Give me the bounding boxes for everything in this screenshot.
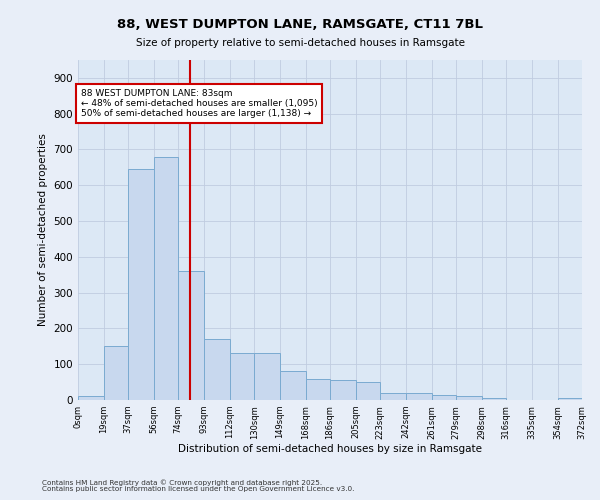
Bar xyxy=(104,346,128,400)
Bar xyxy=(204,339,230,400)
Bar xyxy=(280,372,305,400)
Bar xyxy=(557,398,582,400)
Bar xyxy=(431,394,456,400)
Bar xyxy=(406,393,431,400)
Bar xyxy=(128,169,154,400)
Text: Size of property relative to semi-detached houses in Ramsgate: Size of property relative to semi-detach… xyxy=(136,38,464,48)
Bar xyxy=(78,396,104,400)
Bar xyxy=(230,354,254,400)
Bar xyxy=(380,393,406,400)
Bar xyxy=(154,156,178,400)
Bar xyxy=(456,396,482,400)
Text: 88 WEST DUMPTON LANE: 83sqm
← 48% of semi-detached houses are smaller (1,095)
50: 88 WEST DUMPTON LANE: 83sqm ← 48% of sem… xyxy=(81,88,317,118)
Bar xyxy=(305,378,330,400)
Bar xyxy=(330,380,356,400)
Text: Contains HM Land Registry data © Crown copyright and database right 2025.
Contai: Contains HM Land Registry data © Crown c… xyxy=(42,479,355,492)
Y-axis label: Number of semi-detached properties: Number of semi-detached properties xyxy=(38,134,48,326)
Bar xyxy=(356,382,380,400)
X-axis label: Distribution of semi-detached houses by size in Ramsgate: Distribution of semi-detached houses by … xyxy=(178,444,482,454)
Bar xyxy=(482,398,506,400)
Text: 88, WEST DUMPTON LANE, RAMSGATE, CT11 7BL: 88, WEST DUMPTON LANE, RAMSGATE, CT11 7B… xyxy=(117,18,483,30)
Bar xyxy=(254,354,280,400)
Bar xyxy=(178,271,204,400)
